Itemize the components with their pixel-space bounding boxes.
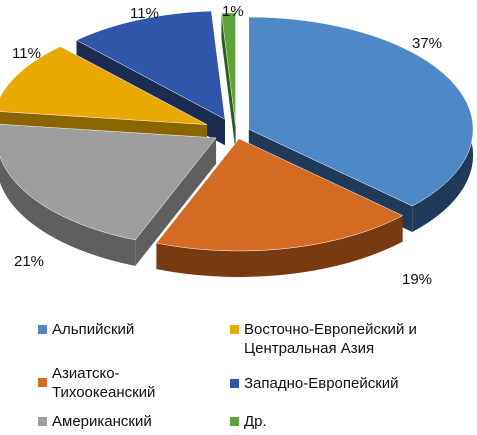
legend-item-american: Американский: [38, 412, 152, 431]
pie-slice-wall-other-0: [221, 13, 236, 152]
legend-swatch-east-european: [230, 325, 239, 334]
pie-slice-american: [0, 124, 217, 266]
legend-item-east-european: Восточно-Европейский и Центральная Азия: [230, 320, 417, 358]
legend-label-west-european: Западно-Европейский: [244, 375, 399, 392]
legend-label-asia-pacific: Азиатско- Тихоокеанский: [52, 365, 156, 401]
legend-item-west-european: Западно-Европейский: [230, 374, 399, 393]
pct-label-east-european: 11%: [12, 45, 41, 62]
pie-slice-top-other: [221, 12, 236, 126]
pie-slice-top-east-european: [0, 46, 208, 125]
legend-swatch-asia-pacific: [38, 378, 47, 387]
pct-label-american: 21%: [14, 253, 44, 270]
pie-slice-side-asia-pacific: [156, 215, 403, 277]
legend-item-alpine: Альпийский: [38, 320, 134, 339]
legend: Альпийский Восточно-Европейский и Центра…: [0, 312, 477, 435]
pie-slice-top-asia-pacific: [155, 138, 404, 252]
legend-item-asia-pacific: Азиатско- Тихоокеанский: [38, 364, 155, 402]
pie-slice-wall-american-0: [135, 137, 217, 266]
legend-swatch-other: [230, 417, 239, 426]
pie-slice-asia-pacific: [155, 138, 404, 277]
pie-slice-top-american: [0, 124, 217, 241]
legend-label-american: Американский: [52, 413, 152, 430]
legend-label-alpine: Альпийский: [52, 321, 135, 338]
legend-swatch-west-european: [230, 379, 239, 388]
pie-slice-other: [221, 12, 236, 152]
legend-label-east-european: Восточно-Европейский и Центральная Азия: [244, 321, 417, 357]
pct-label-asia-pacific: 19%: [402, 271, 432, 288]
pie-slice-top-alpine: [248, 16, 474, 207]
legend-swatch-alpine: [38, 325, 47, 334]
pct-label-other: 1%: [222, 3, 244, 20]
pie-chart: 37% 19% 21% 11% 11% 1%: [0, 3, 474, 288]
pie-slice-side-american: [0, 156, 136, 266]
pct-label-alpine: 37%: [412, 35, 442, 52]
pct-label-west-european: 11%: [130, 5, 159, 22]
pie-slice-top-west-european: [76, 10, 226, 120]
legend-swatch-american: [38, 417, 47, 426]
legend-item-other: Др.: [230, 412, 267, 431]
legend-label-other: Др.: [244, 413, 267, 430]
